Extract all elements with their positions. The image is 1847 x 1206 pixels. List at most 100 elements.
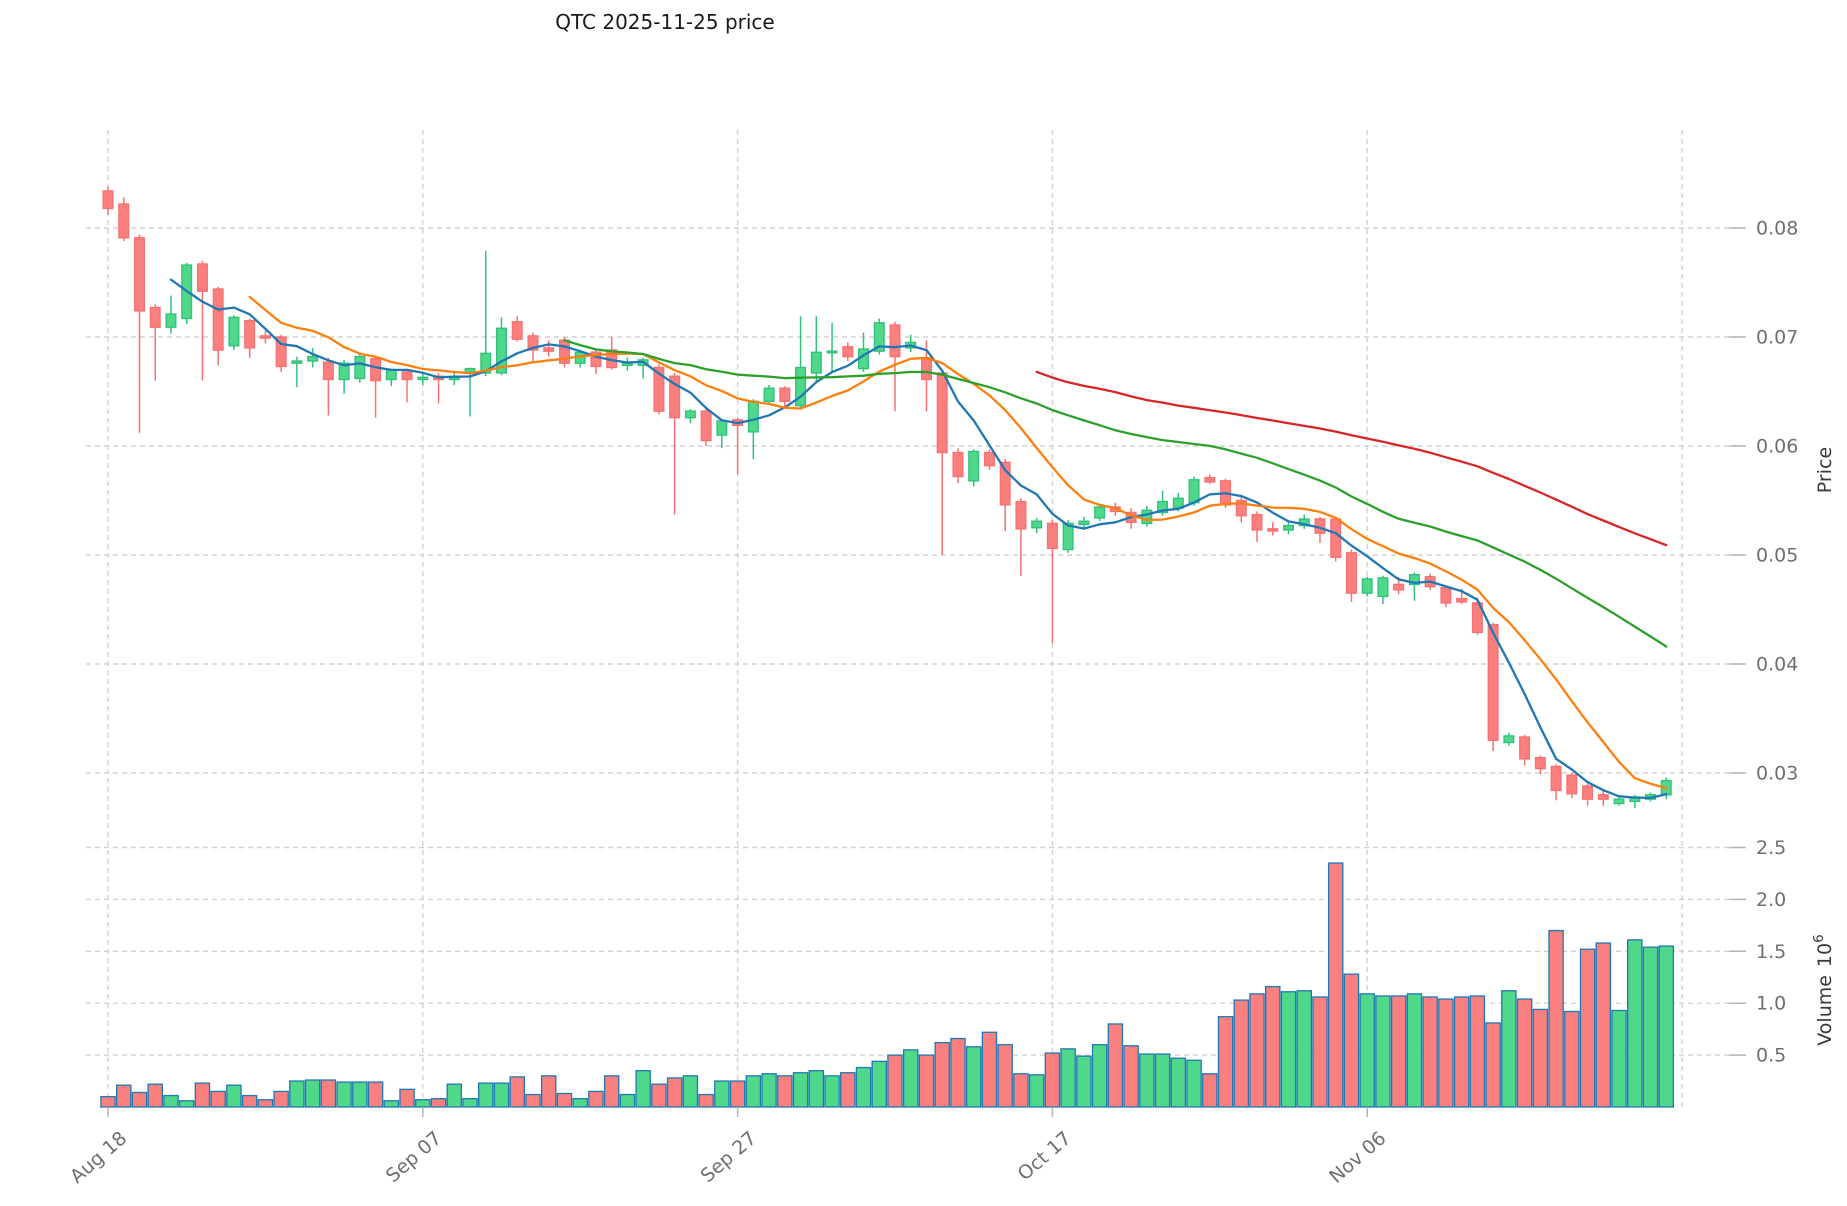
ma-line-sma60 [1035, 370, 1668, 547]
volume-tick-label: 2.0 [1756, 889, 1786, 911]
ma-line-sma10 [248, 295, 1668, 790]
volume-bar [603, 1075, 620, 1108]
volume-bar [1438, 998, 1454, 1108]
volume-bar [241, 1094, 258, 1108]
candle-body [1550, 765, 1562, 792]
candle-body [1188, 479, 1200, 504]
candle-body [1251, 513, 1263, 531]
price-tick-label: 0.05 [1756, 545, 1798, 567]
candle-body [118, 203, 130, 239]
volume-bar [792, 1072, 809, 1108]
volume-bar [257, 1099, 274, 1108]
volume-bar [1013, 1073, 1029, 1108]
candle-body [968, 450, 980, 482]
volume-bar [1516, 998, 1533, 1108]
volume-bar [1658, 945, 1675, 1108]
volume-bar [289, 1080, 305, 1108]
candle-body [275, 336, 287, 368]
candle-body [873, 322, 885, 352]
candle-body [763, 387, 775, 403]
volume-bar [965, 1046, 982, 1108]
candle-body [1015, 500, 1027, 530]
volume-bar [871, 1060, 888, 1108]
volume-bar [1186, 1059, 1202, 1108]
volume-bar [430, 1098, 447, 1108]
volume-bar [1501, 990, 1517, 1108]
candle-body [1330, 518, 1342, 558]
candle-body [1345, 552, 1357, 594]
candle-body [747, 400, 759, 433]
volume-bar [1642, 946, 1659, 1108]
candle-body [1282, 524, 1294, 531]
candle-body [385, 369, 397, 381]
chart-title: QTC 2025-11-25 price [555, 10, 774, 34]
candle-body [228, 316, 240, 347]
candle-body [291, 360, 303, 364]
volume-bar [902, 1049, 919, 1108]
candle-body [795, 366, 807, 407]
volume-bar [808, 1070, 825, 1108]
volume-bar [934, 1041, 950, 1108]
volume-bar [1296, 990, 1312, 1108]
candle-body [826, 350, 838, 354]
volume-bar [320, 1079, 337, 1108]
candle-body [1031, 520, 1043, 529]
candle-body [1519, 736, 1531, 760]
ma-line-sma30 [563, 339, 1668, 648]
candle-body [543, 347, 555, 352]
volume-bar [651, 1083, 667, 1108]
volume-bar [1170, 1057, 1187, 1108]
candle-body [496, 327, 508, 374]
volume-bar [1265, 985, 1281, 1108]
volume-bar [824, 1075, 840, 1108]
volume-bar [1469, 995, 1486, 1108]
candle-body [920, 357, 932, 381]
volume-bar [1060, 1048, 1076, 1108]
volume-bar [147, 1083, 163, 1108]
candle-body [983, 451, 995, 467]
candle-body [1613, 798, 1625, 805]
candle-body [165, 313, 177, 328]
volume-bar [1375, 995, 1391, 1108]
volume-bar [556, 1092, 573, 1108]
volume-bar [115, 1084, 132, 1108]
volume-bar [887, 1054, 903, 1108]
candle-body [1597, 794, 1609, 800]
candle-body [1456, 597, 1468, 603]
candle-body [952, 451, 964, 478]
candle-body [889, 324, 901, 358]
volume-bar [509, 1076, 525, 1108]
candle-body [102, 190, 114, 210]
volume-bar [100, 1095, 116, 1108]
price-tick-label: 0.06 [1756, 436, 1798, 458]
volume-bar [367, 1081, 384, 1108]
volume-bar [588, 1090, 604, 1108]
candle-body [1534, 757, 1546, 770]
volume-bar [1611, 1009, 1627, 1108]
price-axis-title: Price [1814, 447, 1836, 493]
volume-bar [745, 1075, 762, 1108]
price-tick-label: 0.07 [1756, 327, 1798, 349]
candle-body [212, 288, 224, 351]
volume-tick-label: 1.5 [1756, 941, 1786, 963]
volume-bar [855, 1066, 872, 1108]
candle-body [1267, 528, 1279, 532]
price-tick-label: 0.08 [1756, 218, 1798, 240]
volume-bar [1453, 996, 1470, 1108]
volume-bar [950, 1037, 966, 1108]
volume-bar [840, 1072, 856, 1108]
candle-body [1566, 774, 1578, 795]
volume-bar [1406, 993, 1423, 1108]
volume-bar [163, 1094, 179, 1108]
candle-body [1440, 587, 1452, 604]
candle-body [196, 263, 208, 292]
candle-body [1141, 509, 1153, 525]
volume-bar [1044, 1052, 1061, 1108]
date-tick-label: Sep 27 [697, 1127, 761, 1187]
volume-bar [1139, 1053, 1155, 1108]
volume-bar [1123, 1045, 1139, 1108]
volume-bar [1422, 996, 1438, 1108]
candle-body [1503, 735, 1515, 744]
